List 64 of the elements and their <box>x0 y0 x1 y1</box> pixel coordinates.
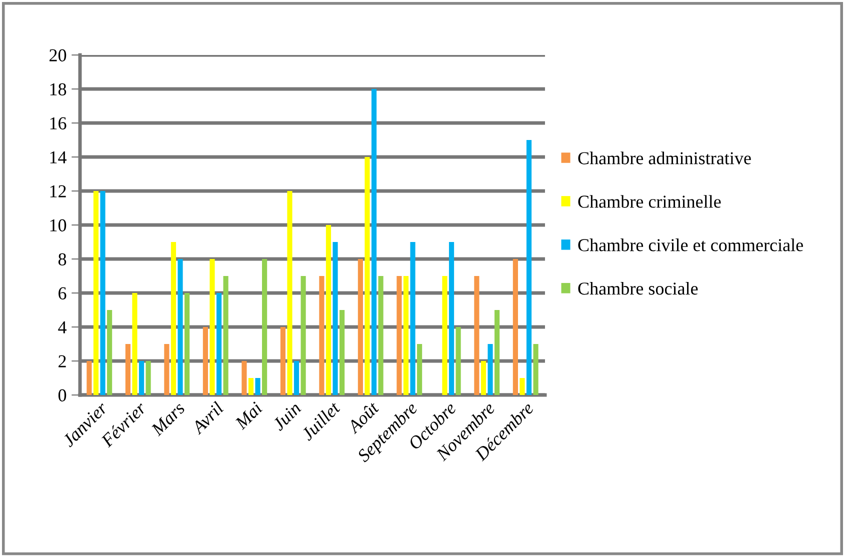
legend-label: Chambre criminelle <box>578 195 721 208</box>
y-tick-label: 6 <box>58 287 66 300</box>
bar <box>223 276 228 395</box>
bar <box>378 276 384 395</box>
bar <box>287 191 292 395</box>
bar <box>255 378 260 395</box>
bar <box>202 327 208 395</box>
legend-label: Chambre sociale <box>578 282 698 295</box>
bar <box>410 242 416 395</box>
y-tick-label: 14 <box>50 151 67 164</box>
y-tick-label: 16 <box>50 117 66 130</box>
bar <box>488 344 493 395</box>
bar <box>164 344 170 395</box>
legend-label: Chambre administrative <box>578 152 751 164</box>
x-tick-label: Mai <box>234 401 263 430</box>
bar <box>184 293 190 395</box>
bar <box>100 191 106 395</box>
bar <box>474 276 480 395</box>
bar <box>396 276 402 395</box>
bar <box>358 259 363 395</box>
bar <box>364 157 370 395</box>
bar <box>300 276 306 395</box>
bar <box>526 140 532 395</box>
bar <box>107 310 112 395</box>
bar <box>319 276 324 395</box>
bar <box>442 276 448 395</box>
bar <box>326 225 332 395</box>
bar <box>242 361 247 395</box>
bar <box>248 378 254 395</box>
y-tick-label: 0 <box>58 389 66 402</box>
bar <box>86 361 92 395</box>
bar <box>403 276 409 395</box>
bar <box>520 378 525 395</box>
bar <box>125 344 130 395</box>
bar <box>332 242 338 395</box>
bar <box>262 259 268 395</box>
bar <box>448 242 454 395</box>
bar <box>216 293 222 395</box>
bar <box>210 259 215 395</box>
bar <box>178 259 183 395</box>
bar <box>340 310 345 395</box>
bar <box>132 293 138 395</box>
bar <box>512 259 518 395</box>
legend-label: Chambre civile et commerciale <box>578 238 803 252</box>
y-tick-label: 18 <box>50 83 66 96</box>
bar <box>93 191 99 395</box>
bar <box>533 344 538 395</box>
y-tick-label: 4 <box>58 321 67 334</box>
bar <box>294 361 300 395</box>
x-tick-label: Juin <box>272 401 302 432</box>
y-tick-label: 8 <box>58 253 66 266</box>
bar <box>417 344 422 395</box>
y-tick-label: 2 <box>58 355 66 368</box>
bar <box>280 327 286 395</box>
y-tick-label: 20 <box>50 49 66 62</box>
bar <box>146 361 151 395</box>
y-tick-label: 10 <box>50 219 66 232</box>
bar <box>170 242 176 395</box>
bar <box>480 361 486 395</box>
bar <box>494 310 500 395</box>
bar <box>456 327 461 395</box>
y-tick-label: 12 <box>50 185 66 198</box>
bar <box>138 361 144 395</box>
bar <box>371 89 377 395</box>
